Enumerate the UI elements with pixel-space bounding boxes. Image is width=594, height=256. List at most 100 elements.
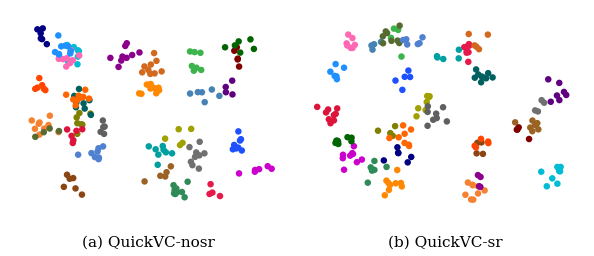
- Point: [406, 127, 416, 132]
- Point: [189, 69, 198, 73]
- Point: [379, 158, 388, 163]
- Point: [348, 152, 358, 156]
- Point: [432, 54, 442, 58]
- Point: [403, 42, 412, 47]
- Point: [54, 57, 64, 61]
- Point: [471, 145, 481, 150]
- Point: [172, 190, 182, 194]
- Point: [195, 140, 204, 144]
- Point: [542, 184, 552, 188]
- Point: [30, 135, 40, 139]
- Point: [546, 100, 555, 104]
- Point: [400, 132, 409, 136]
- Point: [72, 121, 82, 125]
- Point: [267, 167, 276, 171]
- Point: [484, 140, 493, 144]
- Point: [84, 97, 94, 101]
- Point: [146, 82, 156, 86]
- Point: [369, 159, 379, 163]
- Point: [393, 168, 402, 172]
- Point: [473, 141, 482, 145]
- Point: [174, 127, 184, 131]
- Point: [169, 191, 179, 196]
- Point: [86, 112, 95, 116]
- Point: [229, 49, 239, 53]
- Point: [548, 176, 557, 180]
- Point: [121, 44, 130, 48]
- Point: [200, 151, 209, 155]
- Point: [72, 98, 82, 102]
- Point: [415, 41, 424, 45]
- Point: [71, 103, 80, 107]
- Point: [149, 86, 159, 90]
- Point: [162, 170, 171, 174]
- Point: [74, 87, 84, 91]
- Point: [63, 59, 72, 63]
- Point: [166, 164, 176, 168]
- Point: [473, 191, 483, 196]
- Point: [468, 183, 478, 187]
- Point: [397, 184, 406, 188]
- Point: [170, 192, 180, 196]
- Point: [232, 45, 242, 49]
- Point: [510, 120, 520, 124]
- Point: [160, 137, 170, 141]
- Point: [539, 101, 549, 105]
- Point: [483, 33, 492, 37]
- Point: [200, 100, 210, 104]
- Point: [142, 82, 151, 87]
- Point: [186, 160, 195, 164]
- Point: [190, 50, 200, 54]
- Point: [475, 184, 484, 188]
- Point: [388, 134, 397, 138]
- Point: [183, 180, 192, 184]
- Point: [229, 143, 239, 147]
- Point: [114, 65, 124, 69]
- Point: [423, 110, 432, 114]
- Point: [343, 33, 353, 37]
- Point: [477, 74, 486, 79]
- Point: [555, 81, 564, 85]
- Point: [404, 143, 413, 147]
- Point: [237, 148, 247, 153]
- Point: [197, 90, 207, 94]
- Point: [387, 39, 396, 43]
- Point: [478, 152, 488, 156]
- Point: [346, 46, 356, 50]
- Point: [234, 65, 244, 69]
- Point: [382, 179, 391, 183]
- Point: [321, 110, 331, 114]
- Point: [556, 165, 565, 169]
- Point: [527, 129, 537, 133]
- Point: [188, 163, 197, 167]
- Point: [552, 93, 562, 98]
- Point: [555, 169, 565, 173]
- Point: [65, 177, 74, 181]
- Point: [473, 72, 483, 77]
- Point: [333, 106, 342, 111]
- Point: [478, 75, 487, 79]
- Point: [30, 87, 40, 91]
- Point: [160, 174, 170, 178]
- Point: [421, 108, 431, 112]
- Point: [235, 138, 245, 143]
- Point: [250, 170, 260, 174]
- Point: [66, 49, 75, 53]
- Point: [463, 180, 473, 185]
- Point: [62, 43, 72, 47]
- Point: [78, 123, 87, 127]
- Point: [78, 95, 88, 99]
- Point: [514, 125, 523, 130]
- Point: [65, 51, 75, 56]
- Point: [476, 137, 486, 141]
- Point: [386, 131, 395, 135]
- Point: [326, 70, 335, 74]
- Point: [77, 95, 86, 100]
- Point: [75, 111, 84, 115]
- Point: [552, 165, 562, 169]
- Point: [555, 98, 564, 102]
- Point: [140, 179, 149, 184]
- Point: [405, 75, 415, 79]
- Point: [170, 188, 179, 192]
- Point: [54, 129, 64, 133]
